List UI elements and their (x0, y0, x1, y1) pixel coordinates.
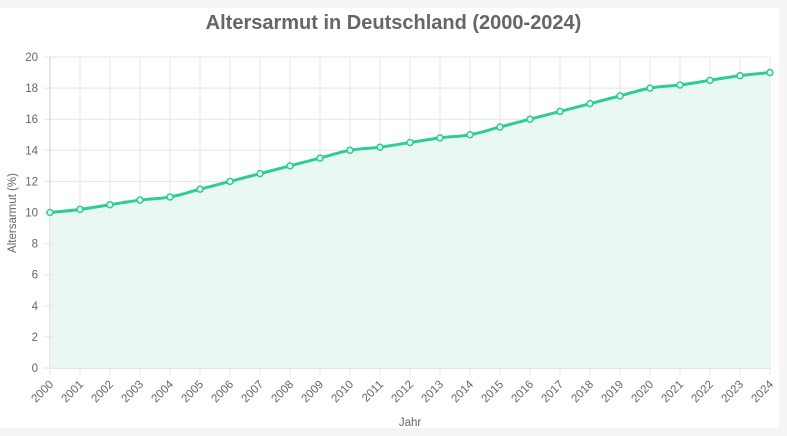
data-point[interactable] (766, 68, 774, 77)
x-tick-label: 2021 (660, 379, 687, 406)
y-tick-label: 10 (25, 208, 38, 220)
y-tick-label: 12 (25, 176, 38, 188)
x-tick-label: 2009 (300, 379, 327, 406)
x-axis-title: Jahr (399, 417, 422, 429)
x-tick-label: 2020 (630, 379, 657, 406)
data-point[interactable] (196, 185, 204, 193)
data-point[interactable] (46, 208, 54, 217)
data-point[interactable] (466, 131, 474, 139)
data-point[interactable] (256, 169, 264, 178)
y-tick-label: 20 (25, 52, 38, 64)
data-point[interactable] (376, 143, 384, 151)
data-point[interactable] (316, 154, 324, 162)
data-point[interactable] (436, 134, 444, 142)
x-tick-label: 2011 (360, 379, 386, 405)
x-tick-label: 2007 (240, 379, 267, 406)
data-point[interactable] (406, 138, 414, 147)
x-tick-label: 2024 (750, 378, 777, 405)
x-tick-label: 2000 (30, 379, 57, 406)
x-tick-label: 2004 (150, 378, 177, 405)
data-point[interactable] (616, 92, 624, 100)
chart-title: Altersarmut in Deutschland (2000-2024) (205, 12, 582, 34)
data-point[interactable] (586, 99, 594, 108)
x-tick-label: 2013 (420, 379, 447, 406)
data-point[interactable] (166, 193, 174, 201)
data-point[interactable] (286, 162, 294, 170)
x-tick-label: 2010 (330, 379, 357, 406)
data-point[interactable] (496, 123, 504, 131)
y-tick-label: 2 (32, 332, 38, 344)
y-tick-label: 6 (32, 270, 38, 282)
x-tick-label: 2006 (210, 379, 237, 406)
x-tick-label: 2008 (270, 379, 297, 406)
x-tick-label: 2003 (120, 379, 147, 406)
y-tick-label: 14 (25, 145, 38, 157)
data-point[interactable] (556, 107, 564, 116)
y-tick-label: 8 (32, 239, 38, 251)
x-tick-label: 2016 (510, 379, 537, 406)
x-tick-label: 2005 (180, 379, 207, 406)
x-tick-label: 2019 (600, 379, 627, 406)
x-tick-label: 2014 (450, 378, 477, 405)
x-tick-label: 2015 (480, 379, 507, 406)
x-axis-ticks: 2000 2001 2002 2003 2004 2005 2006 2007 2008 2009… (30, 378, 777, 405)
x-tick-label: 2023 (720, 379, 747, 406)
data-point[interactable] (676, 81, 684, 89)
data-point[interactable] (736, 71, 744, 80)
data-point[interactable] (136, 196, 144, 204)
x-tick-label: 2001 (60, 379, 87, 406)
x-tick-label: 2012 (390, 379, 417, 406)
y-tick-label: 4 (32, 301, 39, 313)
data-point[interactable] (646, 84, 654, 92)
y-tick-label: 18 (25, 83, 38, 95)
y-tick-label: 0 (32, 363, 38, 375)
y-axis-title: Altersarmut (%) (7, 173, 19, 253)
x-tick-label: 2002 (90, 379, 117, 406)
y-tick-label: 16 (25, 114, 38, 126)
data-point[interactable] (706, 76, 714, 85)
y-axis-ticks: 0 2 4 6 8 10 12 14 16 18 20 (25, 52, 38, 375)
x-tick-label: 2022 (690, 379, 717, 406)
data-points (46, 68, 774, 217)
data-point[interactable] (526, 115, 534, 123)
data-point[interactable] (226, 177, 234, 186)
area-fill (50, 72, 770, 369)
data-point[interactable] (106, 200, 114, 209)
data-point[interactable] (76, 205, 84, 214)
x-tick-label: 2018 (570, 379, 597, 406)
x-tick-label: 2017 (540, 379, 567, 406)
data-point[interactable] (346, 146, 354, 155)
